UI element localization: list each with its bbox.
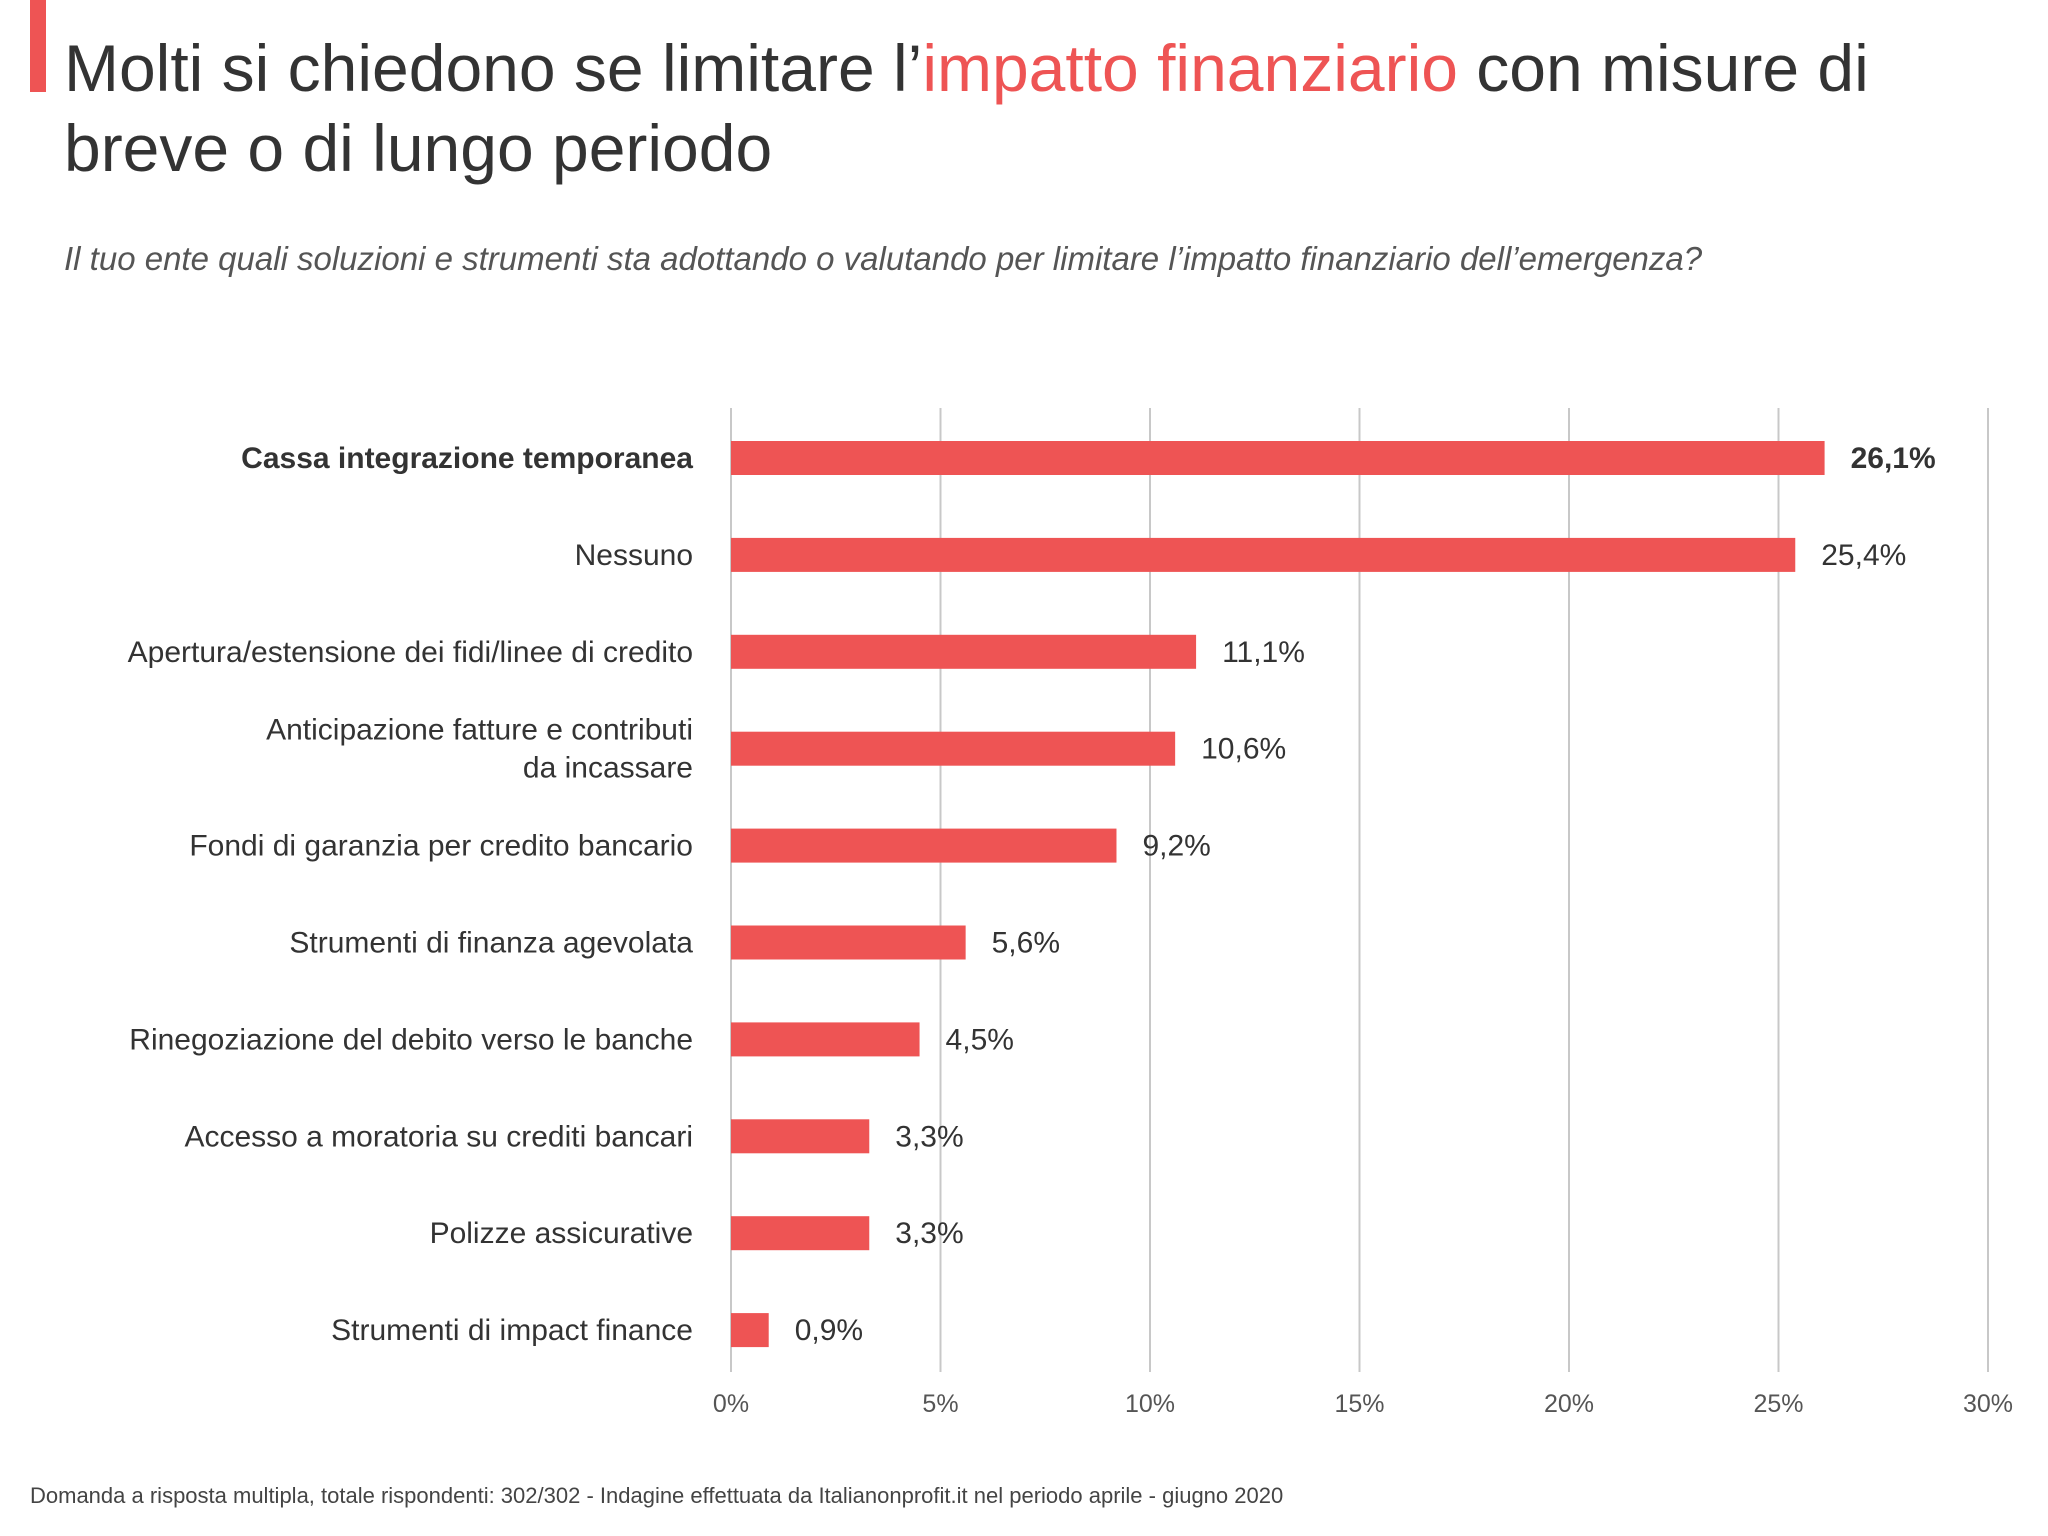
bar (731, 925, 966, 960)
bar (731, 634, 1197, 669)
category-label: Strumenti di finanza agevolata (289, 927, 693, 960)
bar (731, 1313, 769, 1348)
footnote: Domanda a risposta multipla, totale risp… (30, 1483, 1284, 1508)
value-label: 25,4% (1821, 539, 1906, 572)
bar (731, 537, 1796, 572)
value-label: 26,1% (1851, 442, 1936, 475)
category-label: Cassa integrazione temporanea (241, 442, 693, 475)
category-label: Anticipazione fatture e contributi (266, 714, 693, 747)
category-label: Strumenti di impact finance (331, 1314, 693, 1347)
bar (731, 828, 1117, 863)
value-label: 10,6% (1201, 733, 1286, 766)
category-label: Rinegoziazione del debito verso le banch… (129, 1023, 693, 1056)
value-label: 0,9% (795, 1314, 863, 1347)
value-label: 3,3% (895, 1120, 963, 1153)
title-accent-bar (30, 0, 46, 92)
bar (731, 1216, 870, 1251)
x-tick-label: 0% (713, 1390, 749, 1418)
x-tick-label: 10% (1125, 1390, 1175, 1418)
bar (731, 1119, 870, 1154)
bar (731, 441, 1825, 475)
x-tick-label: 30% (1963, 1390, 2013, 1418)
title-text-pre: Molti si chiedono se limitare l’ (64, 31, 923, 105)
value-label: 11,1% (1222, 636, 1305, 669)
x-tick-label: 25% (1753, 1390, 1803, 1418)
category-label: da incassare (523, 752, 693, 785)
title-text-post: con misure di breve o di lungo periodo (64, 31, 1869, 185)
x-tick-label: 20% (1544, 1390, 1594, 1418)
bar (731, 731, 1176, 766)
value-label: 5,6% (992, 927, 1060, 960)
title-text-highlight: impatto finanziario (922, 31, 1458, 105)
value-label: 3,3% (895, 1217, 963, 1250)
value-label: 9,2% (1142, 830, 1210, 863)
bar (731, 1022, 920, 1057)
value-label: 4,5% (946, 1023, 1014, 1056)
x-tick-label: 15% (1334, 1390, 1384, 1418)
category-label: Polizze assicurative (430, 1217, 693, 1250)
category-label: Accesso a moratoria su crediti bancari (184, 1120, 693, 1153)
category-label: Apertura/estensione dei fidi/linee di cr… (128, 636, 693, 669)
category-label: Nessuno (575, 539, 693, 572)
page-title: Molti si chiedono se limitare l’impatto … (64, 28, 2024, 188)
page-subtitle: Il tuo ente quali soluzioni e strumenti … (64, 240, 1703, 277)
category-label: Fondi di garanzia per credito bancario (189, 830, 693, 863)
x-tick-label: 5% (922, 1390, 958, 1418)
